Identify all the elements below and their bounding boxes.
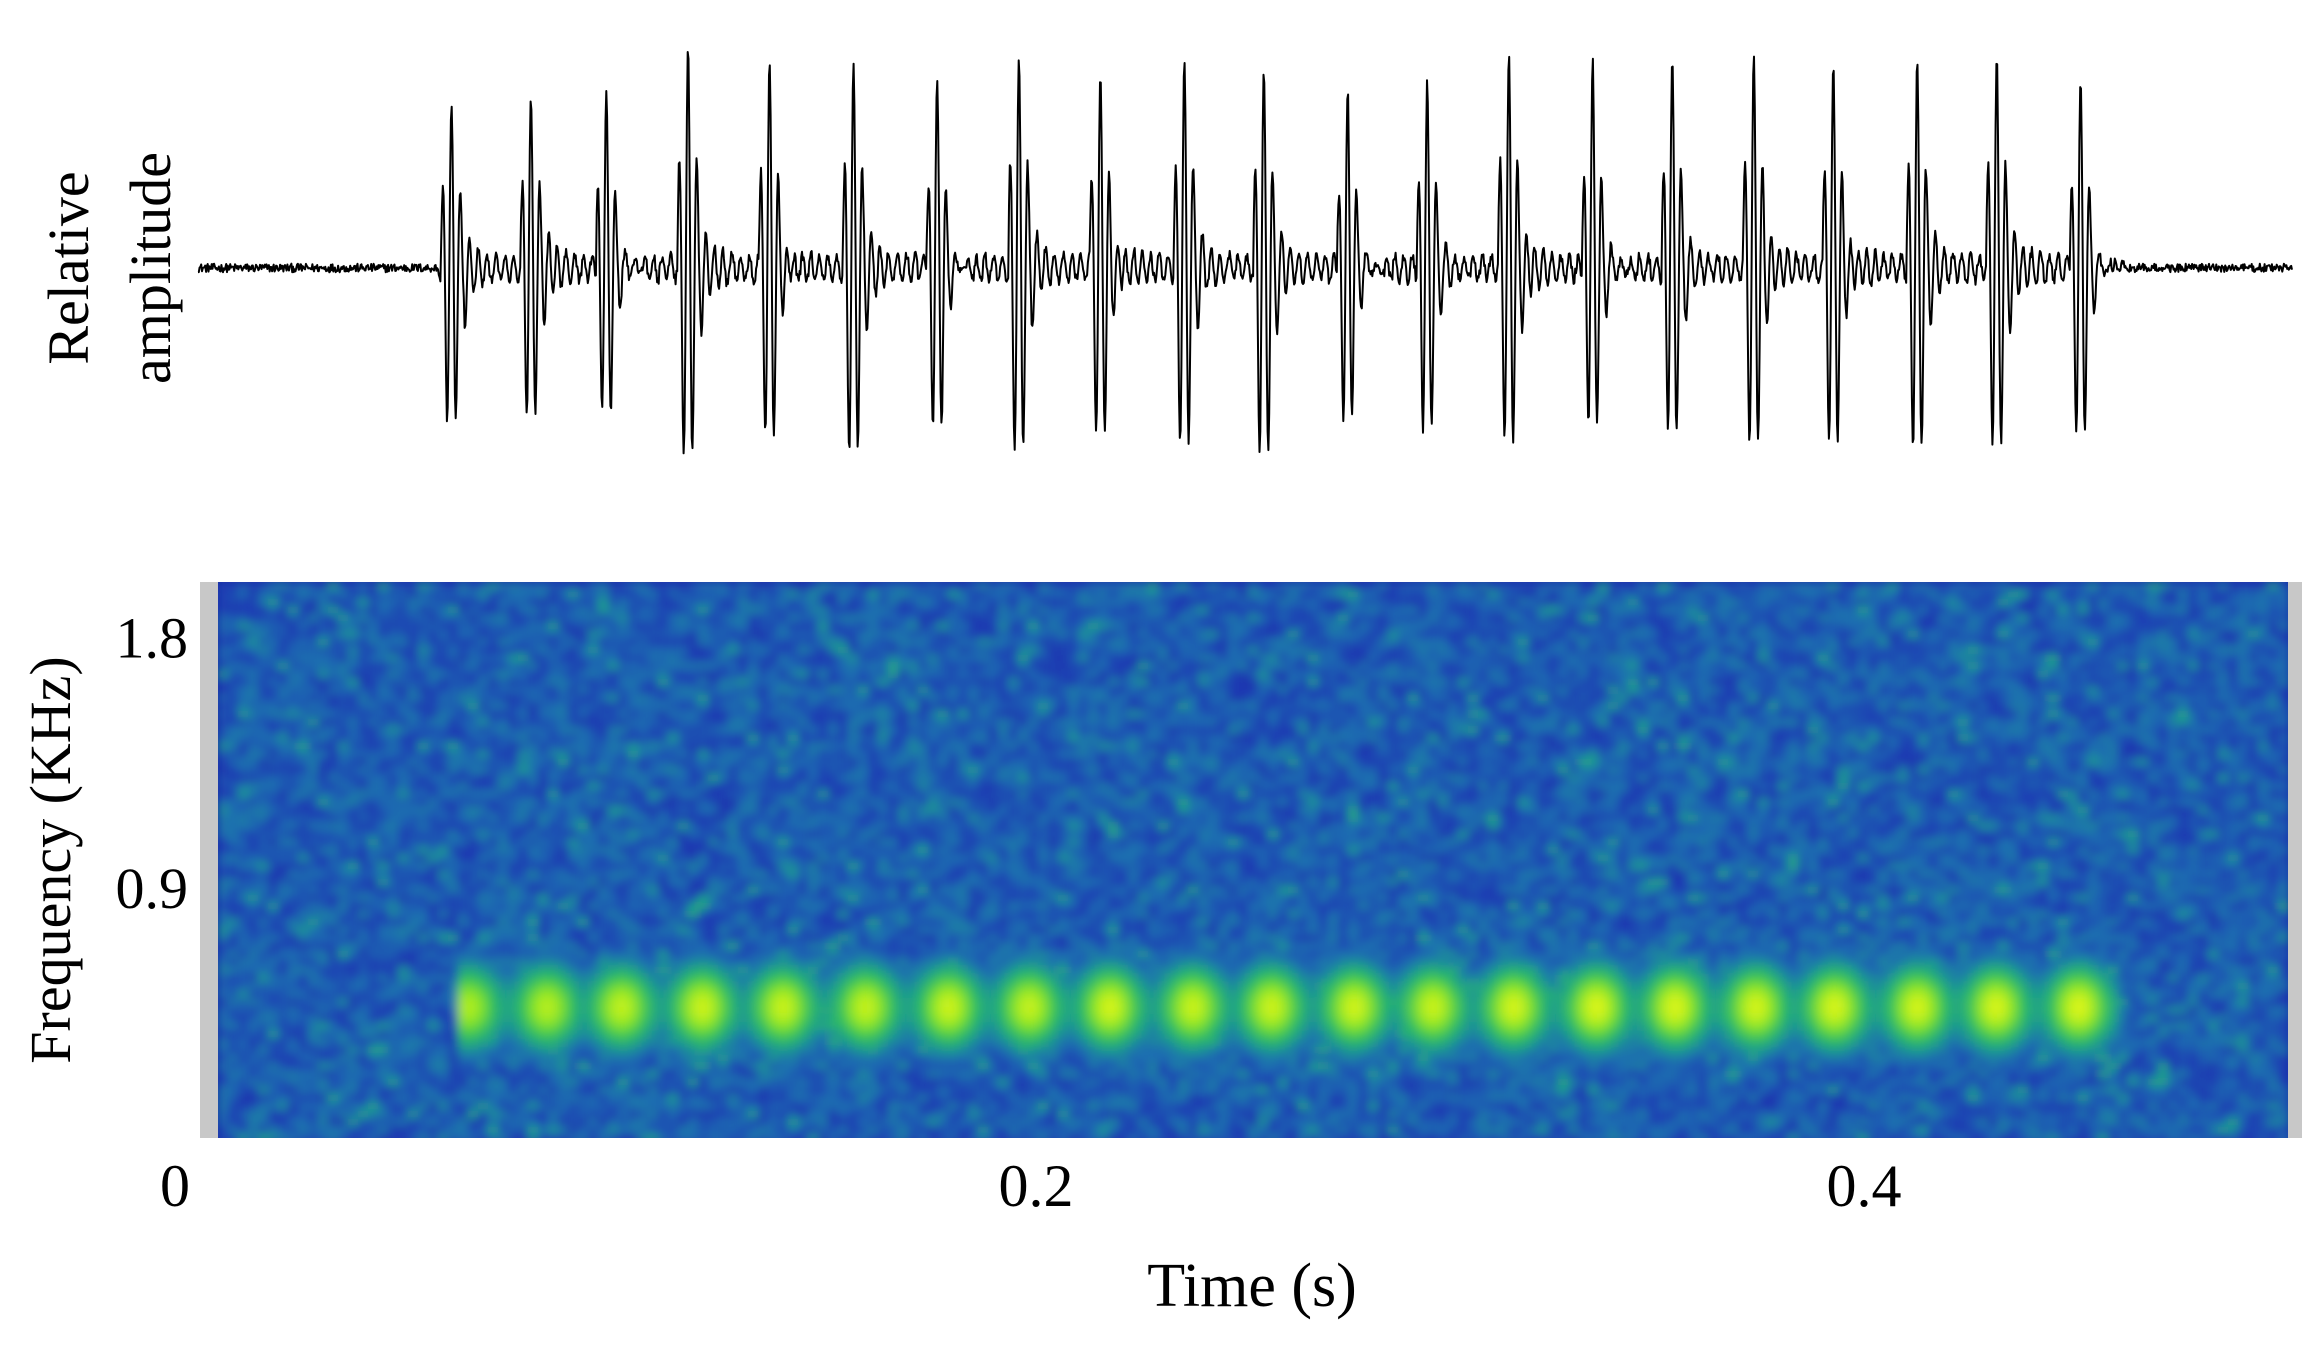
waveform-ylabel-line-1: Relative [36, 171, 101, 364]
spectrogram-image [218, 582, 2288, 1138]
y-tick-label: 0.9 [116, 856, 189, 921]
y-tick-label: 1.8 [116, 606, 189, 671]
spectrogram-right-edge [2288, 582, 2302, 1138]
spectrogram-left-edge [200, 582, 218, 1138]
x-tick-label: 0.4 [1827, 1153, 1902, 1219]
waveform-ylabel-line-2: amplitude [118, 152, 183, 384]
x-axis-label: Time (s) [1147, 1252, 1357, 1320]
waveform-line [197, 51, 2293, 455]
x-tick-label: 0.2 [999, 1153, 1074, 1219]
spectrogram-ylabel: Frequency (KHz) [18, 656, 83, 1063]
waveform-panel: Relative amplitude [36, 51, 2293, 455]
x-tick-label: 0 [160, 1153, 190, 1219]
spectrogram-panel: 0.9 1.8 0 0.2 0.4 Frequency (KHz) Time (s) [18, 582, 2302, 1320]
